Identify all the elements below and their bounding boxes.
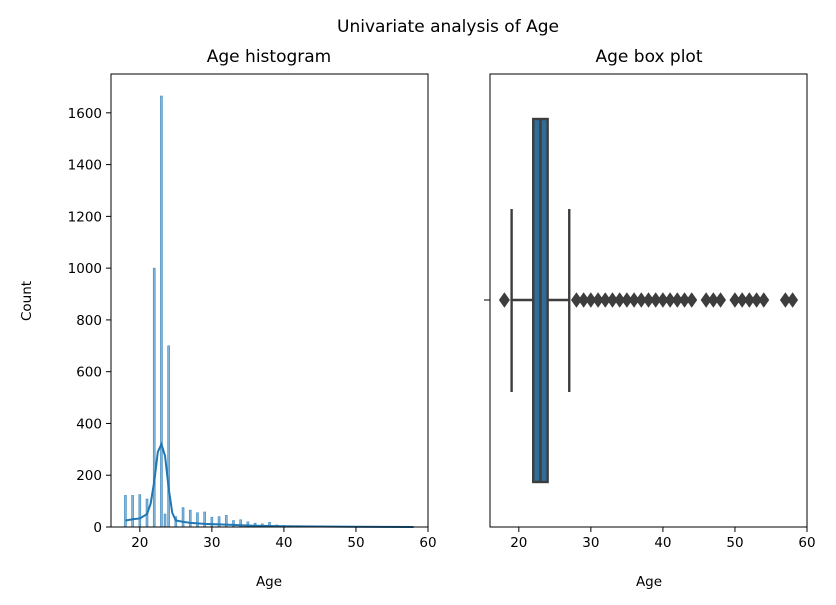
x-tick-label: 60 bbox=[798, 535, 815, 551]
outlier-point bbox=[751, 292, 763, 308]
y-tick-label: 1600 bbox=[68, 106, 102, 122]
y-tick-label: 800 bbox=[76, 313, 102, 329]
histogram-bar bbox=[131, 495, 134, 528]
histogram-bar bbox=[181, 507, 185, 528]
outlier-point bbox=[758, 292, 770, 308]
outlier-point bbox=[664, 292, 676, 308]
outlier-point bbox=[614, 292, 626, 308]
outlier-point bbox=[715, 292, 727, 308]
x-tick-label: 40 bbox=[654, 535, 671, 551]
histogram-bars bbox=[124, 95, 415, 528]
outlier-point bbox=[592, 292, 604, 308]
histogram-panel: Age histogram 20 30 40 50 60 0 200 400 600 800 10… bbox=[19, 47, 437, 590]
histogram-axes-frame bbox=[110, 73, 429, 528]
outlier-point bbox=[606, 292, 618, 308]
x-tick-label: 60 bbox=[419, 535, 436, 551]
outlier-point bbox=[570, 292, 582, 308]
boxplot-x-axis-label: Age bbox=[636, 574, 662, 590]
outlier-point bbox=[643, 292, 654, 308]
outlier-point bbox=[736, 292, 748, 308]
y-tick-label: 600 bbox=[76, 365, 102, 381]
outlier-point bbox=[679, 292, 691, 308]
histogram-bar bbox=[138, 494, 142, 528]
histogram-bar bbox=[188, 509, 192, 528]
x-tick-label: 30 bbox=[582, 535, 599, 551]
y-tick-label: 1000 bbox=[68, 261, 102, 277]
outlier-point bbox=[650, 292, 662, 308]
outlier-point bbox=[671, 292, 683, 308]
y-tick-label: 400 bbox=[76, 416, 102, 432]
histogram-bar bbox=[160, 95, 163, 528]
y-tick-label: 1400 bbox=[68, 158, 102, 174]
outlier-point bbox=[599, 292, 611, 308]
outlier-point bbox=[787, 292, 799, 308]
histogram-bar bbox=[210, 516, 214, 528]
boxplot-elements bbox=[498, 117, 799, 484]
boxplot-title: Age box plot bbox=[596, 47, 703, 67]
outlier-point bbox=[779, 292, 791, 308]
outlier-point bbox=[707, 292, 719, 308]
y-tick-label: 200 bbox=[76, 468, 102, 484]
histogram-bar bbox=[217, 516, 221, 528]
x-tick-label: 50 bbox=[347, 535, 364, 551]
histogram-x-axis-label: Age bbox=[256, 574, 282, 590]
x-tick-label: 50 bbox=[726, 535, 743, 551]
outlier-point bbox=[578, 292, 590, 308]
x-tick-label: 20 bbox=[131, 535, 148, 551]
x-tick-label: 20 bbox=[510, 535, 527, 551]
x-tick-label: 30 bbox=[203, 535, 220, 551]
figure-title: Univariate analysis of Age bbox=[337, 17, 559, 37]
histogram-bar bbox=[163, 513, 167, 528]
outlier-point bbox=[635, 292, 647, 308]
x-tick-label: 40 bbox=[275, 535, 292, 551]
outlier-point bbox=[743, 292, 755, 308]
outlier-point bbox=[498, 292, 510, 308]
histogram-y-ticks: 0 200 400 600 800 1000 1200 1400 1600 bbox=[68, 106, 111, 536]
histogram-bar bbox=[124, 495, 127, 528]
outlier-point bbox=[686, 292, 698, 308]
y-tick-label: 1200 bbox=[68, 209, 102, 225]
histogram-bar bbox=[196, 512, 199, 528]
outlier-point bbox=[700, 292, 712, 308]
histogram-bar bbox=[232, 520, 235, 528]
boxplot-x-ticks: 20 30 40 50 60 bbox=[510, 527, 816, 551]
outlier-point bbox=[585, 292, 597, 308]
outlier-point bbox=[657, 292, 669, 308]
y-tick-label: 0 bbox=[93, 520, 102, 536]
outlier-point bbox=[628, 292, 640, 308]
outlier-point bbox=[621, 292, 633, 308]
histogram-x-ticks: 20 30 40 50 60 bbox=[131, 527, 437, 551]
outlier-point bbox=[729, 292, 741, 308]
kde-curve bbox=[125, 441, 414, 528]
boxplot-panel: Age box plot 20 30 40 50 60 Age bbox=[484, 47, 816, 590]
histogram-y-axis-label: Count bbox=[19, 281, 35, 321]
histogram-title: Age histogram bbox=[207, 47, 331, 67]
